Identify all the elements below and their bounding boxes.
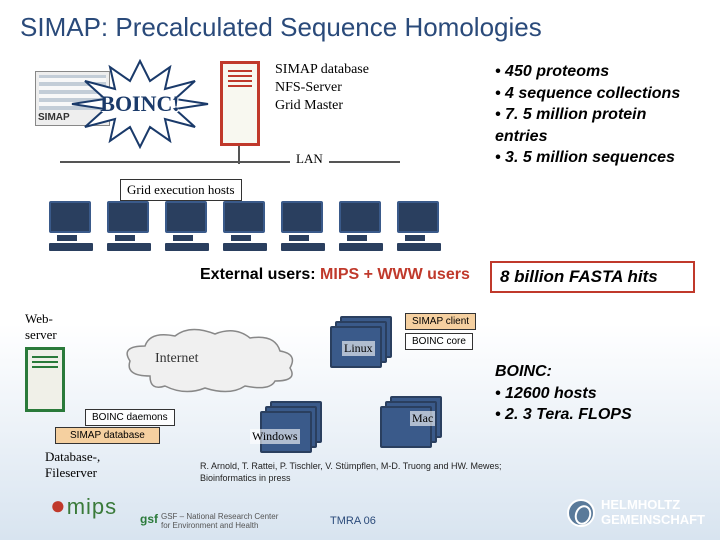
helmholtz-icon	[567, 499, 595, 527]
computer-icon	[393, 201, 443, 251]
simap-client-box: SIMAP client	[405, 313, 476, 330]
grid-computer-row	[45, 201, 443, 251]
footer: ●mips gsfGSF – National Research Center …	[0, 485, 720, 535]
server-label: SIMAP database NFS-Server Grid Master	[275, 61, 369, 116]
windows-label: Windows	[250, 429, 300, 444]
webserver-block: Web- server	[25, 311, 95, 412]
computer-icon	[335, 201, 385, 251]
helmholtz-text: HELMHOLTZ GEMEINSCHAFT	[601, 498, 705, 527]
db-fileserver-label: Database-, Fileserver	[45, 449, 100, 481]
mips-logo: ●mips	[50, 490, 117, 521]
external-users-label: External users: MIPS + WWW users	[200, 266, 470, 284]
boinc-stats-head: BOINC:	[495, 361, 685, 383]
server-label-1: SIMAP database	[275, 61, 369, 79]
boinc-stats: BOINC: • 12600 hosts • 2. 3 Tera. FLOPS	[495, 361, 685, 426]
boinc-starburst: BOINC!	[80, 69, 200, 139]
webserver-icon	[25, 347, 65, 412]
boinc-daemons-box: BOINC daemons	[85, 409, 175, 426]
lan-line	[60, 161, 400, 163]
boinc-core-box: BOINC core	[405, 333, 473, 350]
boinc-text: BOINC!	[100, 91, 179, 117]
diagram-area: SIMAP BOINC! SIMAP database NFS-Server G…	[0, 51, 720, 541]
stats-bullets-1: • 450 proteoms • 4 sequence collections …	[495, 61, 690, 169]
bullet: • 4 sequence collections	[495, 83, 690, 105]
gsf-logo: gsfGSF – National Research Center for En…	[140, 513, 278, 531]
fasta-hits-box: 8 billion FASTA hits	[490, 261, 695, 293]
gsf-text: GSF – National Research Center for Envir…	[161, 513, 278, 531]
windows-clients-icon	[260, 401, 322, 453]
citation-text: R. Arnold, T. Rattei, P. Tischler, V. St…	[200, 461, 520, 484]
bullet: • 2. 3 Tera. FLOPS	[495, 404, 685, 426]
linux-label: Linux	[342, 341, 375, 356]
simap-server-icon	[220, 61, 260, 146]
external-users-a: External users:	[200, 266, 316, 283]
internet-cloud-icon	[120, 326, 300, 396]
computer-icon	[45, 201, 95, 251]
webserver-label: Web- server	[25, 311, 95, 343]
tmra-label: TMRA 06	[330, 515, 376, 527]
lan-label: LAN	[290, 151, 329, 167]
computer-icon	[219, 201, 269, 251]
page-title: SIMAP: Precalculated Sequence Homologies	[0, 0, 720, 51]
bullet: • 7. 5 million protein entries	[495, 104, 690, 147]
grid-hosts-label: Grid execution hosts	[120, 179, 242, 201]
server-label-3: Grid Master	[275, 97, 369, 115]
computer-icon	[161, 201, 211, 251]
bullet: • 12600 hosts	[495, 383, 685, 405]
helmholtz-logo: HELMHOLTZ GEMEINSCHAFT	[567, 498, 705, 527]
external-users-b: MIPS + WWW users	[316, 266, 470, 283]
bullet: • 3. 5 million sequences	[495, 147, 690, 169]
simap-database-box: SIMAP database	[55, 427, 160, 444]
server-label-2: NFS-Server	[275, 79, 369, 97]
computer-icon	[277, 201, 327, 251]
bullet: • 450 proteoms	[495, 61, 690, 83]
simap-logo-text: SIMAP	[38, 112, 70, 123]
computer-icon	[103, 201, 153, 251]
mac-label: Mac	[410, 411, 435, 426]
mips-text: mips	[67, 494, 117, 519]
internet-label: Internet	[155, 351, 199, 367]
